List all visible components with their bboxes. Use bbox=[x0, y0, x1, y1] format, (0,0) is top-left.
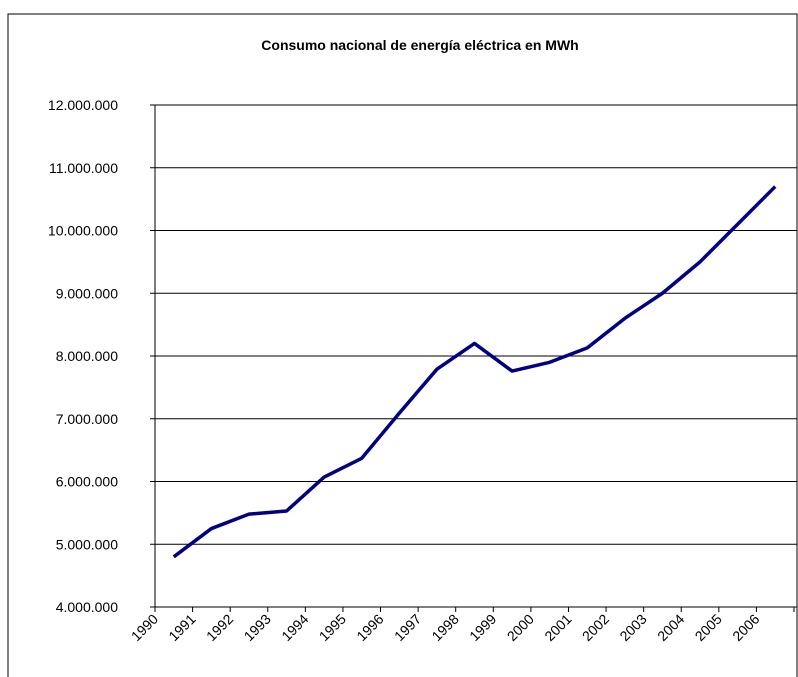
chart-title: Consumo nacional de energía eléctrica en… bbox=[261, 37, 578, 53]
y-tick-label: 10.000.000 bbox=[48, 223, 118, 239]
data-line bbox=[172, 185, 777, 559]
x-tick-label: 2005 bbox=[692, 611, 725, 644]
x-tick-label: 1993 bbox=[241, 611, 274, 644]
x-tick-label: 2000 bbox=[504, 611, 537, 644]
x-tick-label: 2003 bbox=[616, 611, 649, 644]
x-tick-label: 1992 bbox=[203, 611, 236, 644]
x-tick-label: 2001 bbox=[541, 611, 574, 644]
x-tick-label: 1990 bbox=[128, 611, 161, 644]
y-tick-label: 8.000.000 bbox=[56, 348, 118, 364]
x-tick-label: 1996 bbox=[353, 611, 386, 644]
x-tick-label: 2004 bbox=[654, 611, 687, 644]
y-tick-label: 4.000.000 bbox=[56, 599, 118, 615]
y-tick-label: 9.000.000 bbox=[56, 285, 118, 301]
x-tick-label: 1999 bbox=[466, 611, 499, 644]
x-tick-label: 1995 bbox=[316, 611, 349, 644]
x-tick-label: 1997 bbox=[391, 611, 424, 644]
y-tick-label: 7.000.000 bbox=[56, 411, 118, 427]
chart-frame bbox=[7, 13, 798, 677]
x-tick-label: 1998 bbox=[428, 611, 461, 644]
y-tick-label: 12.000.000 bbox=[48, 97, 118, 113]
x-tick-label: 2006 bbox=[729, 611, 762, 644]
y-tick-label: 6.000.000 bbox=[56, 474, 118, 490]
x-tick-label: 1991 bbox=[165, 611, 198, 644]
x-tick-label: 1994 bbox=[278, 611, 311, 644]
x-tick-label: 2002 bbox=[579, 611, 612, 644]
y-tick-label: 5.000.000 bbox=[56, 536, 118, 552]
y-tick-label: 11.000.000 bbox=[49, 160, 118, 176]
